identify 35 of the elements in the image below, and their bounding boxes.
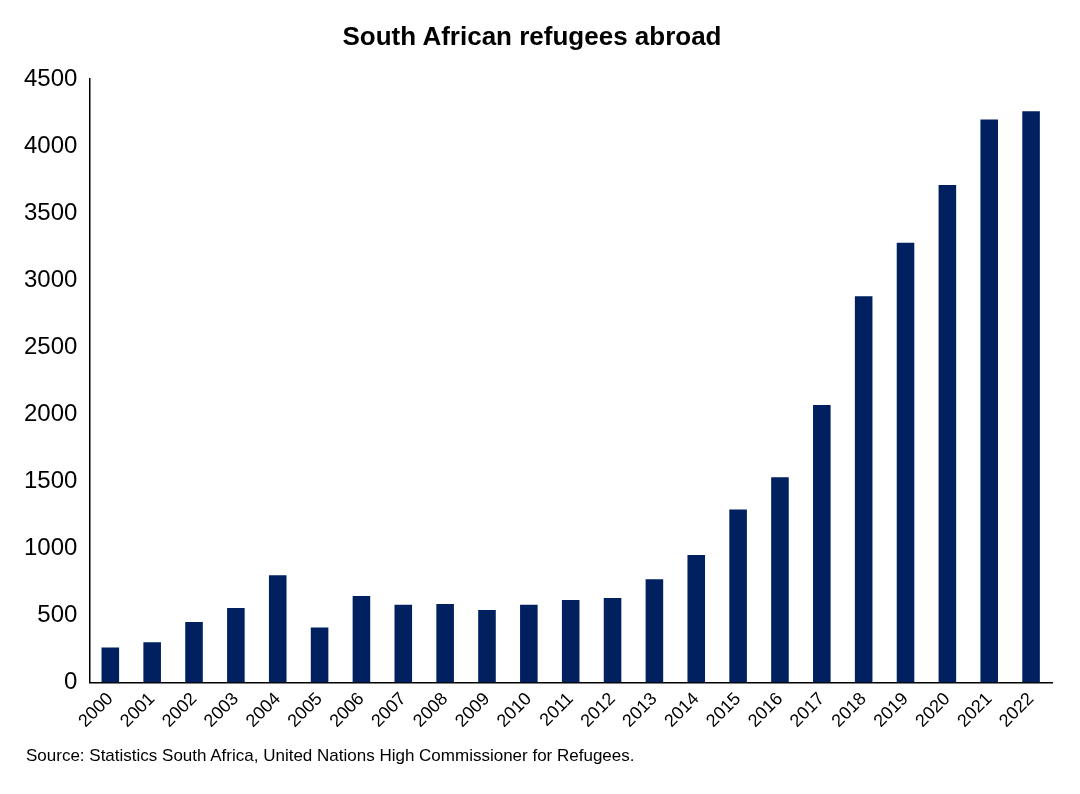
bar	[352, 595, 371, 683]
chart-title: South African refugees abroad	[342, 20, 722, 51]
bar	[687, 555, 706, 683]
bar	[603, 597, 622, 683]
y-tick-label: 1000	[24, 532, 78, 560]
source-note: Source: Statistics South Africa, United Nations High Commissioner for Refugees.	[26, 746, 636, 766]
y-tick-label: 0	[64, 667, 78, 695]
bar	[227, 608, 245, 683]
y-tick-label: 2000	[24, 398, 78, 426]
y-tick-label: 2500	[24, 331, 78, 359]
bar	[101, 647, 120, 683]
bar	[143, 642, 161, 683]
bar	[436, 603, 454, 683]
bar	[980, 119, 999, 683]
y-tick-label: 1500	[24, 465, 78, 493]
bar	[268, 575, 287, 683]
bar	[938, 185, 957, 683]
bar	[854, 296, 873, 683]
bar	[520, 604, 538, 683]
bar	[310, 627, 329, 683]
bar	[478, 610, 496, 683]
y-tick-label: 4500	[24, 63, 78, 91]
y-tick-label: 500	[37, 600, 78, 628]
bar	[561, 599, 580, 683]
y-tick-label: 4000	[24, 130, 78, 158]
bar	[645, 579, 664, 683]
bar	[896, 242, 915, 683]
bar	[813, 404, 831, 683]
bar	[729, 509, 747, 683]
bar	[185, 622, 203, 683]
bar	[1022, 111, 1040, 683]
bar	[394, 604, 413, 683]
y-tick-label: 3000	[24, 264, 78, 292]
y-tick-label: 3500	[24, 197, 78, 225]
bar	[771, 477, 789, 683]
